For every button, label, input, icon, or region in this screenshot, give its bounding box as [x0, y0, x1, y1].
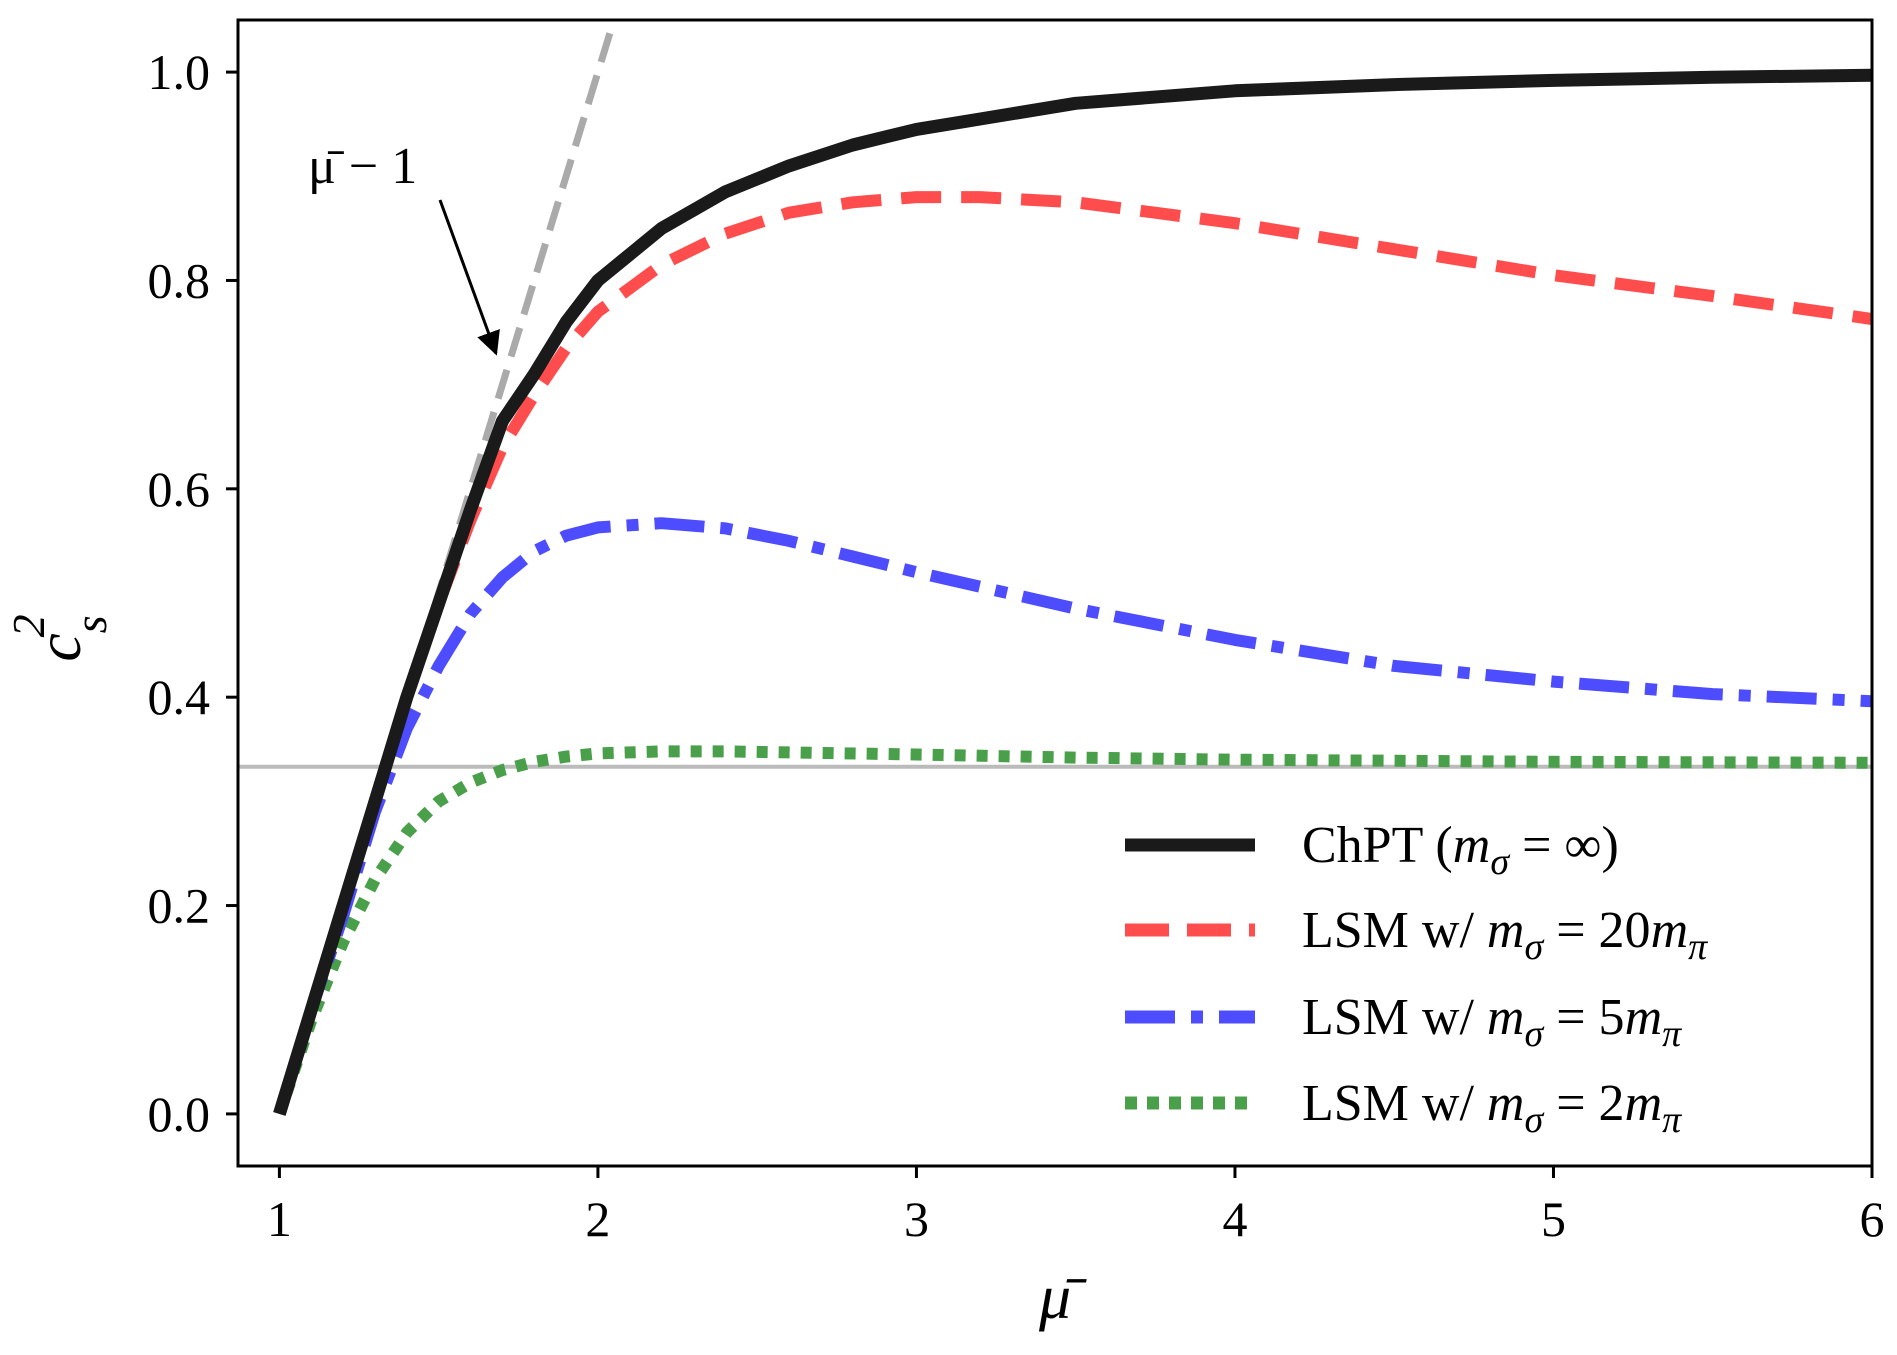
y-axis-label-sub: s — [65, 615, 116, 633]
legend-math-lsm2: m — [1487, 1075, 1525, 1132]
legend-item-lsm20: LSM w/ mσ = 20mπ — [1125, 902, 1708, 968]
y-tick-label: 0.0 — [148, 1086, 211, 1142]
x-tick-label: 6 — [1860, 1191, 1885, 1247]
y-axis-ticks: 0.0 0.2 0.4 0.6 0.8 1.0 — [148, 44, 238, 1142]
x-tick-label: 3 — [904, 1191, 929, 1247]
y-tick-label: 0.6 — [148, 461, 211, 517]
y-tick-label: 0.8 — [148, 252, 211, 308]
series-layer — [238, 20, 1872, 1116]
legend-rest-lsm20: = 20 — [1543, 902, 1650, 959]
y-tick-label: 1.0 — [148, 44, 211, 100]
legend-item-lsm2: LSM w/ mσ = 2mπ — [1125, 1075, 1682, 1141]
series-line-3 — [273, 745, 1872, 1116]
legend-sub2-lsm2: π — [1662, 1099, 1682, 1141]
legend-item-lsm5: LSM w/ mσ = 5mπ — [1125, 989, 1682, 1055]
svg-text:LSM w/ mσ = 2mπ: LSM w/ mσ = 2mπ — [1302, 1075, 1682, 1141]
legend-rest-chpt: = ∞) — [1509, 817, 1619, 874]
legend-sub2-lsm20: π — [1688, 926, 1708, 968]
legend-text-lsm5: LSM w/ — [1302, 989, 1487, 1046]
legend-rest-lsm5: = 5 — [1543, 989, 1624, 1046]
x-tick-label: 4 — [1222, 1191, 1247, 1247]
legend-sub-lsm5: σ — [1524, 1013, 1544, 1055]
legend-math2-lsm20: m — [1651, 902, 1689, 959]
legend-math2-lsm5: m — [1625, 989, 1663, 1046]
x-axis-label: μ̄ — [1038, 1261, 1087, 1332]
plot-frame — [236, 18, 1874, 1168]
y-tick-label: 0.2 — [148, 878, 211, 934]
annotation-text: μ̄ − 1 — [308, 138, 417, 195]
legend-math2-lsm2: m — [1625, 1075, 1663, 1132]
svg-text:LSM w/ mσ = 20mπ: LSM w/ mσ = 20mπ — [1302, 902, 1708, 968]
svg-text:LSM w/ mσ = 5mπ: LSM w/ mσ = 5mπ — [1302, 989, 1682, 1055]
legend-sub-lsm2: σ — [1524, 1099, 1544, 1141]
series-line-0 — [273, 68, 1872, 1116]
x-axis-title: μ̄ — [1038, 1261, 1087, 1332]
svg-text:cs2: cs2 — [3, 614, 116, 661]
y-axis-label: c — [23, 633, 94, 661]
legend: ChPT (mσ = ∞) LSM w/ mσ = 20mπ LSM w/ mσ… — [1125, 817, 1708, 1141]
x-tick-label: 5 — [1541, 1191, 1566, 1247]
series-line-2 — [273, 517, 1872, 1116]
y-axis-label-sup: 2 — [3, 614, 54, 637]
legend-text-lsm20: LSM w/ — [1302, 902, 1487, 959]
y-axis-title: cs2 — [3, 614, 116, 661]
annotation-arrow — [438, 199, 500, 356]
legend-item-chpt: ChPT (mσ = ∞) — [1125, 817, 1619, 883]
legend-text-chpt: ChPT ( — [1302, 817, 1453, 874]
y-tick-label: 0.4 — [148, 669, 211, 725]
legend-sub-lsm20: σ — [1524, 926, 1544, 968]
x-axis-ticks: 1 2 3 4 5 6 — [267, 1166, 1885, 1247]
legend-sub-chpt: σ — [1490, 841, 1510, 883]
legend-sub2-lsm5: π — [1662, 1013, 1682, 1055]
legend-rest-lsm2: = 2 — [1543, 1075, 1624, 1132]
svg-text:ChPT (mσ = ∞): ChPT (mσ = ∞) — [1302, 817, 1619, 883]
legend-math-lsm5: m — [1487, 989, 1525, 1046]
legend-text-lsm2: LSM w/ — [1302, 1075, 1487, 1132]
legend-math-lsm20: m — [1487, 902, 1525, 959]
x-tick-label: 1 — [267, 1191, 292, 1247]
legend-math-chpt: m — [1453, 817, 1491, 874]
annotation-mu-minus-one: μ̄ − 1 — [308, 138, 500, 356]
x-tick-label: 2 — [585, 1191, 610, 1247]
